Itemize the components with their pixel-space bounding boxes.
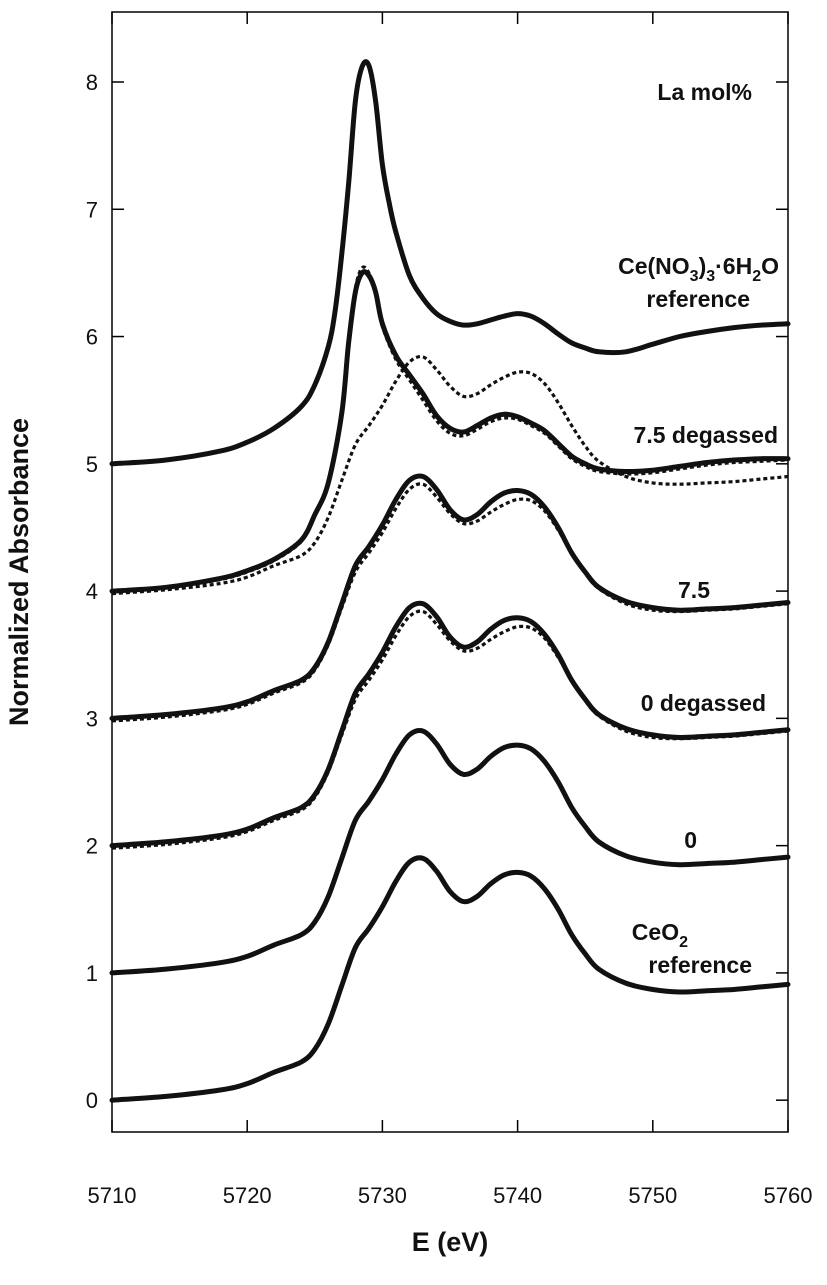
series-line-0-degassed-dotted-comparison	[111, 482, 789, 723]
y-tick-label-8: 8	[86, 70, 98, 95]
y-axis-title: Normalized Absorbance	[4, 418, 34, 726]
x-tick-label-5730: 5730	[358, 1183, 407, 1208]
y-tick-label-0: 0	[86, 1088, 98, 1113]
series-line-0	[109, 728, 791, 976]
y-tick-label-6: 6	[86, 325, 98, 350]
series-label-cerium-nitrate: Ce(NO3)3·6H2O	[618, 253, 779, 285]
series-label-cerium-nitrate-line2: reference	[646, 286, 750, 312]
series-line-7-5	[109, 473, 791, 721]
series-label-0-degassed: 0 degassed	[641, 690, 766, 716]
series-layer	[109, 59, 791, 1103]
series-line-ceo2-reference	[109, 855, 791, 1103]
series-line-7-5-degassed	[109, 269, 791, 594]
series-label-7-5: 7.5	[678, 577, 710, 603]
series-label-0: 0	[684, 827, 697, 853]
x-tick-label-5740: 5740	[493, 1183, 542, 1208]
plot-frame	[111, 11, 789, 1133]
x-axis-title: E (eV)	[412, 1227, 489, 1257]
y-tick-label-1: 1	[86, 961, 98, 986]
x-tick-label-5760: 5760	[764, 1183, 813, 1208]
series-line-0-degassed	[109, 600, 791, 849]
series-line-ce-no3-3-6h2o-reference	[109, 59, 791, 467]
x-tick-label-5750: 5750	[628, 1183, 677, 1208]
x-tick-label-5710: 5710	[88, 1183, 137, 1208]
labels-layer: La mol% Ce(NO3)3·6H2O reference 7.5 dega…	[4, 79, 779, 1257]
y-tick-label-2: 2	[86, 834, 98, 859]
x-tick-label-5720: 5720	[223, 1183, 272, 1208]
series-line-7-5-dotted-comparison	[111, 354, 789, 596]
y-tick-label-4: 4	[86, 579, 98, 604]
y-tick-label-3: 3	[86, 706, 98, 731]
y-tick-label-5: 5	[86, 452, 98, 477]
header-label: La mol%	[657, 79, 752, 105]
series-label-7-5-degassed: 7.5 degassed	[634, 422, 778, 448]
series-line-0-dotted-comparison	[111, 609, 789, 850]
series-label-ceo2-line2: reference	[648, 952, 752, 978]
y-tick-label-7: 7	[86, 197, 98, 222]
series-label-ceo2: CeO2	[632, 919, 688, 951]
